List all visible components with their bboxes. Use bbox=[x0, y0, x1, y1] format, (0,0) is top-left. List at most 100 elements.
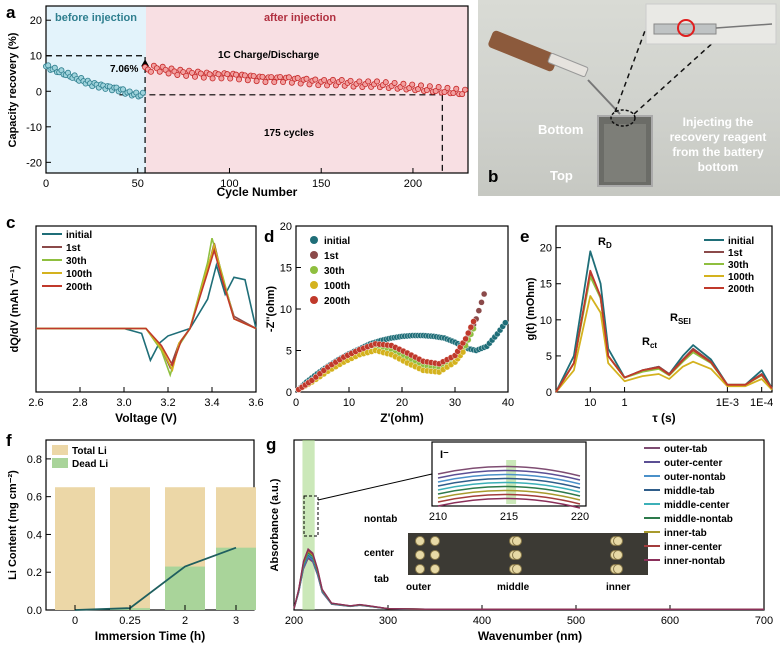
legend-label: 100th bbox=[728, 272, 754, 283]
x-tick-label: 20 bbox=[396, 397, 408, 409]
series-line-inner-nontab bbox=[293, 547, 764, 610]
data-point bbox=[271, 79, 278, 86]
legend-label: 30th bbox=[728, 260, 749, 271]
vial-dots bbox=[415, 536, 623, 574]
x-tick-label: 10 bbox=[584, 397, 596, 409]
y-tick-label: -10 bbox=[26, 122, 42, 134]
plot-frame bbox=[35, 225, 257, 393]
x-tick-label: 300 bbox=[379, 615, 397, 627]
y-tick-label: 5 bbox=[286, 346, 292, 358]
annotation-dashes bbox=[46, 55, 443, 173]
y-axis-label: -Z''(ohm) bbox=[265, 286, 277, 332]
legend-swatch bbox=[310, 236, 318, 244]
legend-swatch bbox=[52, 458, 68, 468]
caption-line-3: from the battery bbox=[672, 145, 764, 159]
legend: Total Li Dead Li bbox=[52, 445, 108, 470]
panel-letter-e: e bbox=[520, 227, 529, 246]
x-axis-label: Z'(ohm) bbox=[380, 411, 424, 425]
vial-dot bbox=[613, 536, 623, 546]
photo-row-center: center bbox=[364, 548, 394, 559]
syringe-icon bbox=[488, 30, 621, 115]
photo-col-middle: middle bbox=[497, 582, 530, 593]
x-axis-label: Wavenumber (nm) bbox=[478, 629, 582, 643]
legend-label: 200th bbox=[728, 284, 754, 295]
inset-tick-label: 220 bbox=[571, 511, 589, 523]
axis-ticks: 0 0.25 2 3 0.8 0.6 0.4 0.2 0.0 bbox=[27, 454, 239, 627]
series-line-100th bbox=[555, 295, 773, 393]
data-point bbox=[259, 73, 266, 80]
bar-dead-li bbox=[216, 547, 256, 610]
data-point bbox=[241, 72, 248, 79]
data-point bbox=[227, 75, 234, 82]
data-point bbox=[139, 89, 146, 96]
y-tick-label: 10 bbox=[540, 315, 552, 327]
x-tick-label: 2.8 bbox=[72, 397, 87, 409]
vial-dot bbox=[430, 550, 440, 560]
y-tick-label: 0.2 bbox=[27, 567, 42, 579]
x-tick-label: 3.0 bbox=[116, 397, 131, 409]
x-tick-label: 200 bbox=[285, 615, 303, 627]
annotation-cycles: 175 cycles bbox=[264, 128, 314, 139]
panel-f-chart: f 0 0.25 2 3 0.8 0.6 0.4 0.2 0.0 Li Content (mg … bbox=[6, 431, 256, 643]
data-point bbox=[391, 79, 398, 86]
legend-label: middle-nontab bbox=[664, 514, 733, 525]
data-point bbox=[347, 77, 354, 84]
legend-label: middle-tab bbox=[664, 486, 715, 497]
data-point bbox=[435, 84, 442, 91]
y-tick-label: 20 bbox=[30, 15, 42, 27]
y-tick-label: 15 bbox=[280, 263, 292, 275]
x-tick-label: 2.6 bbox=[28, 397, 43, 409]
x-axis-label: Immersion Time (h) bbox=[95, 629, 205, 643]
x-tick-label: 30 bbox=[449, 397, 461, 409]
inset-line bbox=[437, 485, 581, 497]
data-point bbox=[200, 74, 207, 81]
vial-dot bbox=[613, 564, 623, 574]
data-point bbox=[294, 75, 301, 82]
legend-label: 1st bbox=[66, 243, 81, 254]
data-point bbox=[191, 73, 198, 80]
legend: initial 1st 30th 100th 200th bbox=[310, 236, 350, 307]
data-point-1st bbox=[478, 299, 485, 306]
data-point bbox=[303, 75, 310, 82]
panel-letter-f: f bbox=[6, 431, 12, 450]
legend-label: initial bbox=[324, 236, 350, 247]
inset-line bbox=[437, 481, 581, 493]
panel-letter-a: a bbox=[6, 3, 16, 22]
y-axis-label: Absorbance (a.u.) bbox=[269, 478, 281, 571]
peak-label-rsei: RSEI bbox=[670, 312, 691, 326]
arrow-head bbox=[141, 59, 150, 67]
y-tick-label: 20 bbox=[540, 243, 552, 255]
y-tick-label: 15 bbox=[540, 279, 552, 291]
legend-label: inner-center bbox=[664, 542, 722, 553]
legend-label: Dead Li bbox=[72, 459, 108, 470]
photo-drawing: b Bottom Top Injecting the recovery reag… bbox=[488, 3, 777, 187]
data-point-200th bbox=[465, 329, 472, 337]
data-point bbox=[156, 68, 163, 75]
legend-label: Total Li bbox=[72, 446, 107, 457]
x-tick-label: 3.2 bbox=[160, 397, 175, 409]
axis-ticks: 0 10 20 30 40 20 15 10 5 0 bbox=[280, 221, 514, 409]
inset-line bbox=[437, 465, 581, 477]
data-point-initial bbox=[502, 319, 509, 326]
inset-line bbox=[437, 493, 581, 505]
vial-dot bbox=[430, 564, 440, 574]
x-tick-label: 600 bbox=[661, 615, 679, 627]
x-tick-label: 3 bbox=[233, 615, 239, 627]
legend-label: inner-tab bbox=[664, 528, 707, 539]
legend-label: 1st bbox=[324, 251, 339, 262]
caption-line-1: Injecting the bbox=[683, 115, 754, 129]
data-point-200th bbox=[467, 324, 475, 331]
x-tick-label: 500 bbox=[567, 615, 585, 627]
data-point bbox=[209, 75, 216, 82]
data-point bbox=[329, 76, 336, 83]
data-point bbox=[312, 76, 319, 83]
panel-letter-b: b bbox=[488, 167, 498, 186]
y-tick-label: 0 bbox=[286, 387, 292, 399]
y-axis-label: Li Content (mg cm⁻²) bbox=[7, 470, 19, 580]
data-point bbox=[409, 81, 416, 88]
x-tick-label: 2 bbox=[182, 615, 188, 627]
vial-dot bbox=[430, 536, 440, 546]
legend: initial 1st 30th 100th 200th bbox=[42, 230, 92, 293]
annotation-jump: 7.06% bbox=[110, 64, 138, 75]
legend-swatch bbox=[310, 281, 318, 289]
